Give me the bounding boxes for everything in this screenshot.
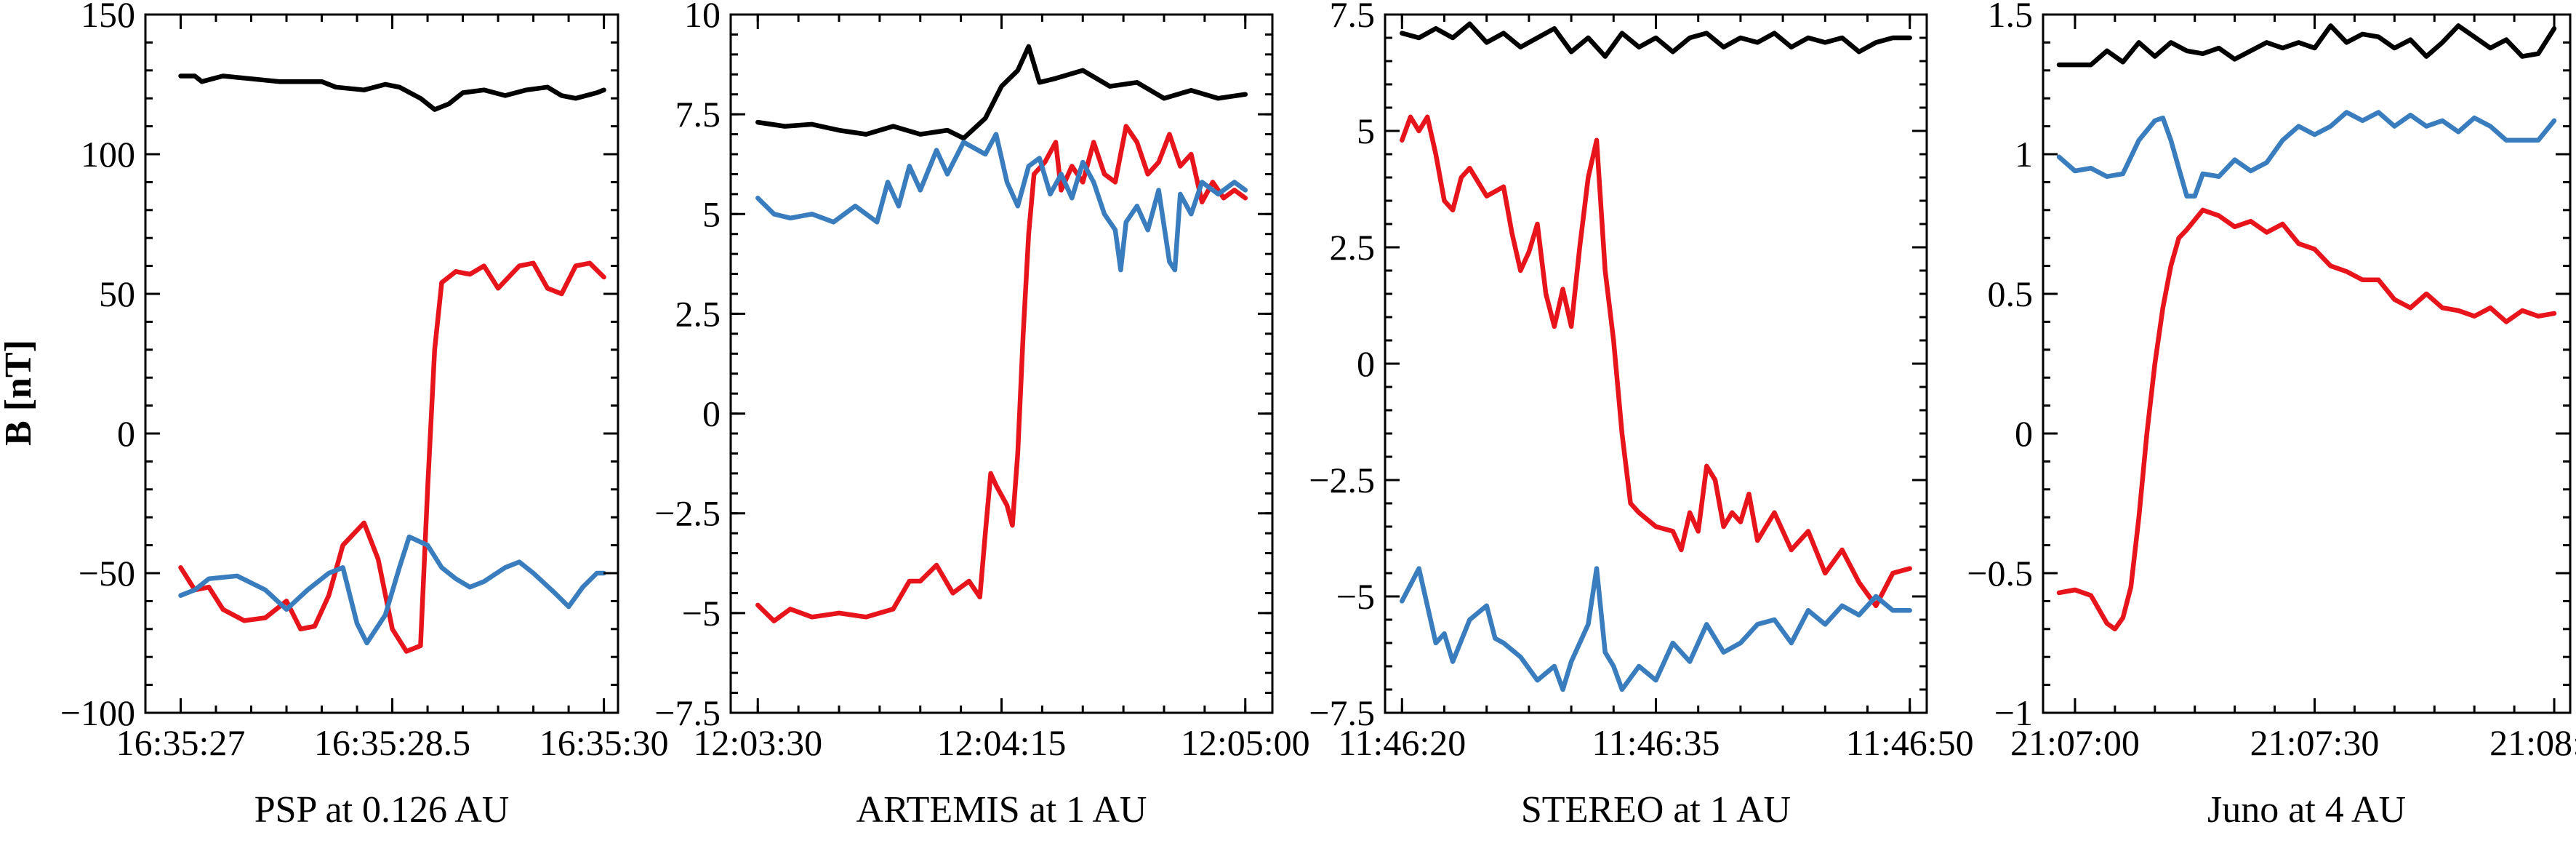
panel-label: ARTEMIS at 1 AU	[856, 789, 1147, 831]
y-tick-label: 7.5	[675, 94, 721, 135]
series-line-red	[1400, 114, 1912, 609]
series-line-blue	[2056, 110, 2557, 199]
x-tick-label: 11:46:20	[1338, 722, 1466, 763]
y-tick-label: 0	[117, 413, 135, 454]
y-tick-label: 0	[1357, 343, 1375, 384]
series-line-red	[178, 260, 606, 654]
y-tick-label: 7.5	[1330, 0, 1376, 35]
x-tick-label: 21:08:00	[2489, 722, 2576, 763]
y-tick-label: 2.5	[675, 293, 721, 334]
panel-label: STEREO at 1 AU	[1521, 789, 1791, 831]
x-tick-label: 21:07:30	[2250, 722, 2380, 763]
x-tick-label: 16:35:30	[539, 722, 669, 763]
y-tick-label: 2.5	[1330, 227, 1376, 268]
panel-3: 7.5 5 2.5 0 −2.5 −5 −7.511:46:20 11:46:35 11:46:…	[1309, 0, 1973, 831]
y-tick-label: −2.5	[654, 493, 721, 534]
series-line-blue	[755, 132, 1248, 273]
panel-label: Juno at 4 AU	[2207, 789, 2406, 831]
x-tick-label: 16:35:28.5	[314, 722, 470, 763]
panel-label: PSP at 0.126 AU	[254, 789, 510, 831]
y-tick-label: −7.5	[1309, 692, 1375, 733]
y-tick-label: −1	[1994, 692, 2033, 733]
series-line-black	[2056, 23, 2557, 68]
plot-frame	[2042, 13, 2572, 714]
y-tick-label: −2.5	[1309, 460, 1375, 500]
series-line-black	[178, 73, 606, 112]
series-line-red	[2056, 207, 2557, 632]
y-axis-label: B [nT]	[0, 340, 39, 446]
y-tick-label: 1.5	[1988, 0, 2034, 35]
y-tick-label: −100	[60, 692, 135, 733]
series-line-black	[1400, 21, 1912, 59]
y-tick-label: −0.5	[1967, 553, 2033, 594]
y-tick-label: −50	[79, 553, 135, 594]
y-tick-label: 150	[81, 0, 135, 35]
plot-frame	[144, 13, 619, 714]
plot-frame	[729, 13, 1274, 714]
x-tick-label: 11:46:35	[1592, 722, 1720, 763]
series-line-blue	[1400, 566, 1912, 692]
y-tick-label: 0.5	[1988, 273, 2034, 314]
y-tick-label: 5	[702, 193, 721, 234]
y-tick-label: 100	[81, 134, 135, 175]
series-line-black	[755, 44, 1248, 141]
y-tick-label: −7.5	[654, 692, 721, 733]
y-tick-label: 5	[1357, 111, 1375, 151]
panel-4: 1.5 1 0.5 0 −0.5 −121:07:00 21:07:30 21:08:00 Ju…	[1967, 0, 2576, 831]
x-tick-label: 16:35:27	[116, 722, 246, 763]
x-tick-label: 12:04:15	[937, 722, 1067, 763]
y-tick-label: 0	[702, 393, 721, 434]
y-tick-label: −5	[1336, 576, 1375, 617]
y-tick-label: −5	[682, 593, 721, 634]
y-tick-label: 0	[2015, 413, 2033, 454]
panel-2: 10 7.5 5 2.5 0 −2.5 −5 −7.512:03:30 12:04:15 12:0…	[654, 0, 1309, 831]
x-tick-label: 11:46:50	[1846, 722, 1974, 763]
x-tick-label: 21:07:00	[2010, 722, 2140, 763]
y-tick-label: 50	[99, 273, 135, 314]
series-line-red	[755, 124, 1248, 624]
y-tick-label: 10	[684, 0, 721, 35]
x-tick-label: 12:05:00	[1181, 722, 1310, 763]
y-tick-label: 1	[2015, 134, 2033, 175]
x-tick-label: 12:03:30	[693, 722, 822, 763]
series-line-blue	[178, 534, 606, 646]
